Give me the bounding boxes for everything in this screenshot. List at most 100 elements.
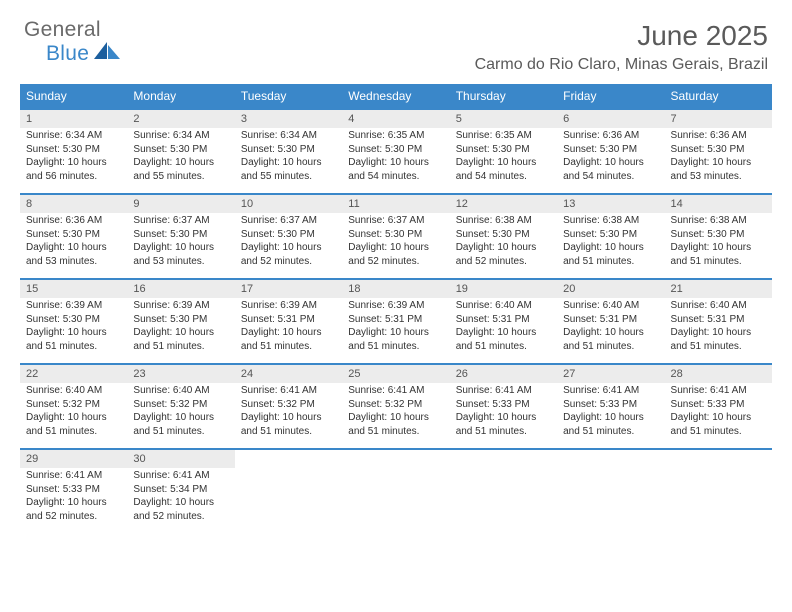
day-details: Sunrise: 6:36 AMSunset: 5:30 PMDaylight:… — [557, 128, 664, 194]
sunset-text: Sunset: 5:32 PM — [26, 398, 121, 412]
day-details: Sunrise: 6:34 AMSunset: 5:30 PMDaylight:… — [127, 128, 234, 194]
sunset-text: Sunset: 5:30 PM — [26, 228, 121, 242]
daylight-text: Daylight: 10 hours and 53 minutes. — [671, 156, 766, 183]
sunrise-text: Sunrise: 6:39 AM — [133, 299, 228, 313]
daylight-text: Daylight: 10 hours and 51 minutes. — [671, 241, 766, 268]
sunset-text: Sunset: 5:33 PM — [563, 398, 658, 412]
daylight-text: Daylight: 10 hours and 52 minutes. — [241, 241, 336, 268]
daylight-text: Daylight: 10 hours and 55 minutes. — [133, 156, 228, 183]
day-details: Sunrise: 6:34 AMSunset: 5:30 PMDaylight:… — [20, 128, 127, 194]
brand-text-1: General — [24, 18, 101, 41]
daylight-text: Daylight: 10 hours and 54 minutes. — [456, 156, 551, 183]
daylight-text: Daylight: 10 hours and 51 minutes. — [348, 411, 443, 438]
day-details: Sunrise: 6:38 AMSunset: 5:30 PMDaylight:… — [450, 213, 557, 279]
day-number: 29 — [20, 449, 127, 468]
daylight-text: Daylight: 10 hours and 52 minutes. — [348, 241, 443, 268]
day-number — [235, 449, 342, 468]
sunrise-text: Sunrise: 6:35 AM — [456, 129, 551, 143]
sunset-text: Sunset: 5:32 PM — [348, 398, 443, 412]
day-number: 24 — [235, 364, 342, 383]
sunrise-text: Sunrise: 6:34 AM — [241, 129, 336, 143]
sunset-text: Sunset: 5:33 PM — [456, 398, 551, 412]
brand-text-2: Blue — [46, 42, 89, 65]
day-details: Sunrise: 6:41 AMSunset: 5:33 PMDaylight:… — [557, 383, 664, 449]
sunset-text: Sunset: 5:30 PM — [241, 228, 336, 242]
daylight-text: Daylight: 10 hours and 52 minutes. — [26, 496, 121, 523]
day-number: 5 — [450, 109, 557, 128]
sunrise-text: Sunrise: 6:34 AM — [133, 129, 228, 143]
day-number: 19 — [450, 279, 557, 298]
week-number-row: 2930 — [20, 449, 772, 468]
week-number-row: 22232425262728 — [20, 364, 772, 383]
daylight-text: Daylight: 10 hours and 55 minutes. — [241, 156, 336, 183]
day-number: 12 — [450, 194, 557, 213]
day-number — [342, 449, 449, 468]
day-details: Sunrise: 6:40 AMSunset: 5:31 PMDaylight:… — [665, 298, 772, 364]
day-details: Sunrise: 6:41 AMSunset: 5:33 PMDaylight:… — [20, 468, 127, 534]
sunset-text: Sunset: 5:34 PM — [133, 483, 228, 497]
day-details: Sunrise: 6:36 AMSunset: 5:30 PMDaylight:… — [665, 128, 772, 194]
sunrise-text: Sunrise: 6:41 AM — [241, 384, 336, 398]
day-number: 10 — [235, 194, 342, 213]
sunset-text: Sunset: 5:33 PM — [671, 398, 766, 412]
sunset-text: Sunset: 5:31 PM — [241, 313, 336, 327]
daylight-text: Daylight: 10 hours and 51 minutes. — [241, 411, 336, 438]
day-number: 25 — [342, 364, 449, 383]
day-details: Sunrise: 6:39 AMSunset: 5:30 PMDaylight:… — [20, 298, 127, 364]
day-number: 26 — [450, 364, 557, 383]
daylight-text: Daylight: 10 hours and 51 minutes. — [26, 326, 121, 353]
daylight-text: Daylight: 10 hours and 51 minutes. — [26, 411, 121, 438]
sunset-text: Sunset: 5:32 PM — [241, 398, 336, 412]
daylight-text: Daylight: 10 hours and 51 minutes. — [563, 241, 658, 268]
sunrise-text: Sunrise: 6:41 AM — [26, 469, 121, 483]
day-number: 28 — [665, 364, 772, 383]
day-number: 1 — [20, 109, 127, 128]
day-details: Sunrise: 6:41 AMSunset: 5:34 PMDaylight:… — [127, 468, 234, 534]
sunrise-text: Sunrise: 6:37 AM — [133, 214, 228, 228]
calendar-table: SundayMondayTuesdayWednesdayThursdayFrid… — [20, 84, 772, 534]
daylight-text: Daylight: 10 hours and 53 minutes. — [26, 241, 121, 268]
day-details: Sunrise: 6:40 AMSunset: 5:31 PMDaylight:… — [450, 298, 557, 364]
sunrise-text: Sunrise: 6:41 AM — [456, 384, 551, 398]
page-header: General Blue June 2025 Carmo do Rio Clar… — [0, 0, 792, 78]
dow-header: Tuesday — [235, 84, 342, 109]
day-number: 7 — [665, 109, 772, 128]
sunset-text: Sunset: 5:30 PM — [26, 313, 121, 327]
sunrise-text: Sunrise: 6:40 AM — [563, 299, 658, 313]
day-number: 20 — [557, 279, 664, 298]
day-details: Sunrise: 6:35 AMSunset: 5:30 PMDaylight:… — [450, 128, 557, 194]
daylight-text: Daylight: 10 hours and 51 minutes. — [563, 326, 658, 353]
week-number-row: 891011121314 — [20, 194, 772, 213]
week-detail-row: Sunrise: 6:40 AMSunset: 5:32 PMDaylight:… — [20, 383, 772, 449]
day-number: 14 — [665, 194, 772, 213]
title-block: June 2025 Carmo do Rio Claro, Minas Gera… — [475, 18, 768, 74]
dow-header: Friday — [557, 84, 664, 109]
day-details: Sunrise: 6:37 AMSunset: 5:30 PMDaylight:… — [342, 213, 449, 279]
dow-header: Sunday — [20, 84, 127, 109]
month-title: June 2025 — [475, 20, 768, 52]
day-details: Sunrise: 6:40 AMSunset: 5:32 PMDaylight:… — [127, 383, 234, 449]
sunrise-text: Sunrise: 6:36 AM — [563, 129, 658, 143]
sunrise-text: Sunrise: 6:40 AM — [671, 299, 766, 313]
week-detail-row: Sunrise: 6:34 AMSunset: 5:30 PMDaylight:… — [20, 128, 772, 194]
brand-logo: General Blue — [24, 18, 120, 66]
day-details: Sunrise: 6:36 AMSunset: 5:30 PMDaylight:… — [20, 213, 127, 279]
sunset-text: Sunset: 5:30 PM — [348, 228, 443, 242]
day-number: 23 — [127, 364, 234, 383]
sunrise-text: Sunrise: 6:40 AM — [456, 299, 551, 313]
day-number: 6 — [557, 109, 664, 128]
day-details — [665, 468, 772, 534]
sunrise-text: Sunrise: 6:40 AM — [133, 384, 228, 398]
week-detail-row: Sunrise: 6:39 AMSunset: 5:30 PMDaylight:… — [20, 298, 772, 364]
day-details: Sunrise: 6:34 AMSunset: 5:30 PMDaylight:… — [235, 128, 342, 194]
sunrise-text: Sunrise: 6:38 AM — [456, 214, 551, 228]
day-number: 9 — [127, 194, 234, 213]
day-number: 4 — [342, 109, 449, 128]
sunrise-text: Sunrise: 6:36 AM — [671, 129, 766, 143]
daylight-text: Daylight: 10 hours and 51 minutes. — [456, 411, 551, 438]
sunset-text: Sunset: 5:31 PM — [456, 313, 551, 327]
sunset-text: Sunset: 5:31 PM — [563, 313, 658, 327]
dow-header: Saturday — [665, 84, 772, 109]
sunrise-text: Sunrise: 6:37 AM — [348, 214, 443, 228]
day-number: 17 — [235, 279, 342, 298]
